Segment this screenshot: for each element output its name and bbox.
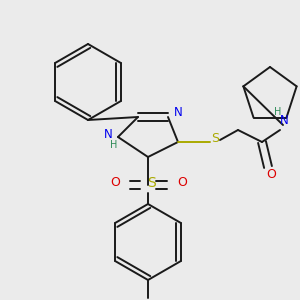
Text: N: N <box>103 128 112 142</box>
Text: O: O <box>266 167 276 181</box>
Text: S: S <box>211 133 219 146</box>
Text: O: O <box>110 176 120 190</box>
Text: N: N <box>174 106 182 119</box>
Text: N: N <box>280 113 288 127</box>
Text: O: O <box>177 176 187 190</box>
Text: H: H <box>110 140 118 150</box>
Text: S: S <box>147 176 155 190</box>
Text: H: H <box>274 107 282 117</box>
